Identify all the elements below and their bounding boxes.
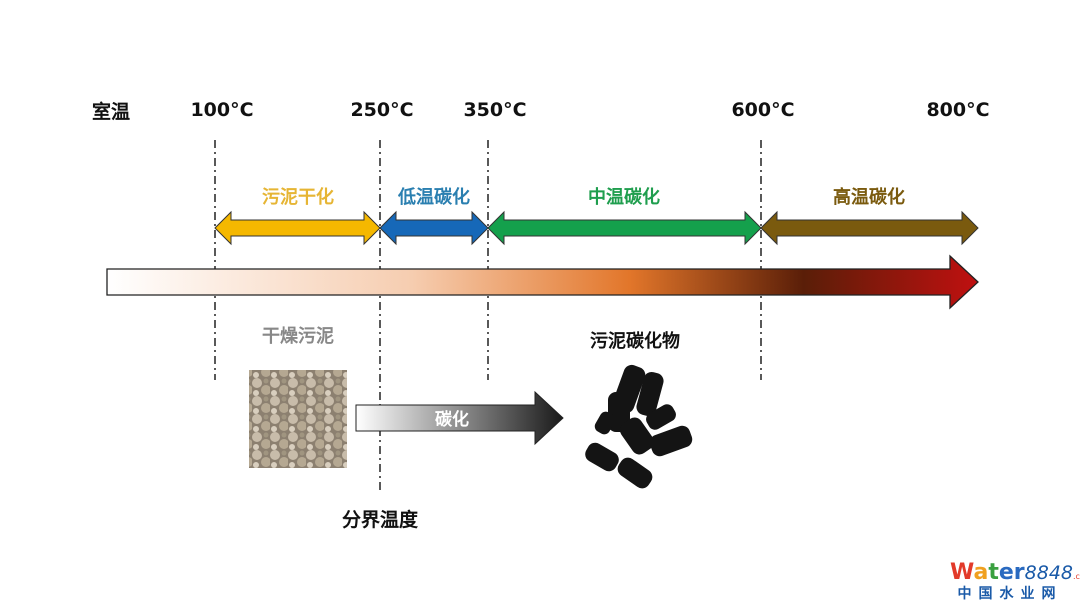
temp-label-100: 100°C: [190, 99, 253, 121]
temp-label-350: 350°C: [463, 99, 526, 121]
carbonization-arrow: [355, 390, 564, 446]
stage-arrow-drying: [214, 210, 381, 246]
sludge-char-image: [585, 364, 693, 489]
temp-label-800: 800°C: [926, 99, 989, 121]
temperature-gradient-arrow: [106, 254, 979, 310]
stage-arrow-low: [379, 210, 489, 246]
watermark-logo: Water8848.com 中国水业网: [950, 560, 1080, 602]
watermark-subtitle: 中国水业网: [958, 585, 1063, 602]
stage-label-high: 高温碳化: [833, 186, 905, 208]
watermark-brand: Water8848.com: [950, 560, 1080, 585]
dried-sludge-label: 干燥污泥: [262, 325, 334, 347]
boundary-temp-label: 分界温度: [342, 508, 419, 531]
dried-sludge-image: [249, 370, 347, 468]
temperature-dividers: [214, 140, 762, 492]
sludge-char-label: 污泥碳化物: [590, 330, 680, 352]
stage-arrow-high: [760, 210, 979, 246]
carbonization-label: 碳化: [435, 409, 469, 430]
stage-label-drying: 污泥干化: [262, 186, 334, 208]
stage-arrow-mid: [487, 210, 762, 246]
temp-label-room: 室温: [92, 100, 130, 123]
temp-label-600: 600°C: [731, 99, 794, 121]
temp-label-250: 250°C: [350, 99, 413, 121]
stage-label-mid: 中温碳化: [588, 186, 660, 208]
stage-arrows: [214, 210, 979, 246]
stage-label-low: 低温碳化: [397, 186, 470, 208]
